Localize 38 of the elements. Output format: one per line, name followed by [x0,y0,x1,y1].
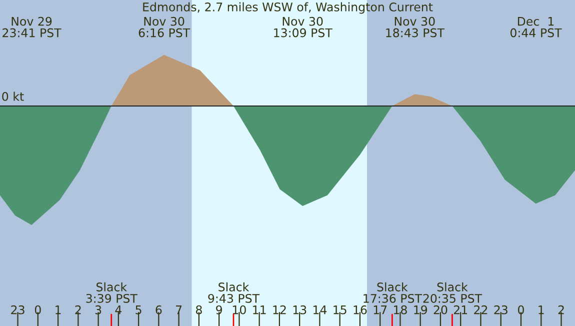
x-tick-label: 12 [273,305,286,314]
x-tick-label: 16 [354,305,367,314]
x-tick-label: 2 [558,305,564,314]
x-tick-label: 2 [75,305,81,314]
x-tick-label: 23 [494,305,508,314]
x-tick-label: 5 [136,306,142,314]
x-tick-label: 17 [374,306,387,314]
x-tick-label: 6 [156,305,162,314]
x-tick-label: 7 [176,306,182,314]
text: Nov 30 18:43 PST [386,16,444,38]
x-tick-label: 0 [34,305,41,314]
x-tick-label: 9 [216,305,222,314]
text: Slack 3:39 PST [86,282,138,303]
text: Nov 30 13:09 PST [274,16,332,38]
x-tick-label: 8 [196,305,202,314]
text: Slack 9:43 PST [208,282,260,303]
x-tick-label: 3 [95,305,102,314]
text: Dec 1 0:44 PST [510,17,562,38]
x-tick-label: 23 [11,305,24,314]
x-tick-label: 15 [334,306,346,314]
x-tick-label: 10 [232,305,246,314]
text: Nov 29 23:41 PST [2,16,62,38]
text: Nov 30 6:16 PST [138,16,190,38]
x-tick-label: 0 [518,305,524,314]
x-tick-label: 13 [293,305,306,314]
x-tick-label: 21 [454,305,468,314]
annotation: 0 kt [2,92,24,101]
x-tick-label: 18 [394,305,407,314]
x-tick-label: 11 [253,306,266,314]
x-tick-label: 22 [474,305,488,314]
x-tick-label: 19 [414,305,428,314]
text: Slack 17:36 PST [364,282,422,303]
x-tick-label: 1 [538,306,544,314]
chart-title: Edmonds, 2.7 miles WSW of, Washington Current [143,2,433,14]
x-tick-label: 20 [434,305,448,314]
x-tick-label: 4 [115,306,122,314]
text: Slack 20:35 PST [423,282,482,303]
x-tick-label: 14 [313,306,327,314]
